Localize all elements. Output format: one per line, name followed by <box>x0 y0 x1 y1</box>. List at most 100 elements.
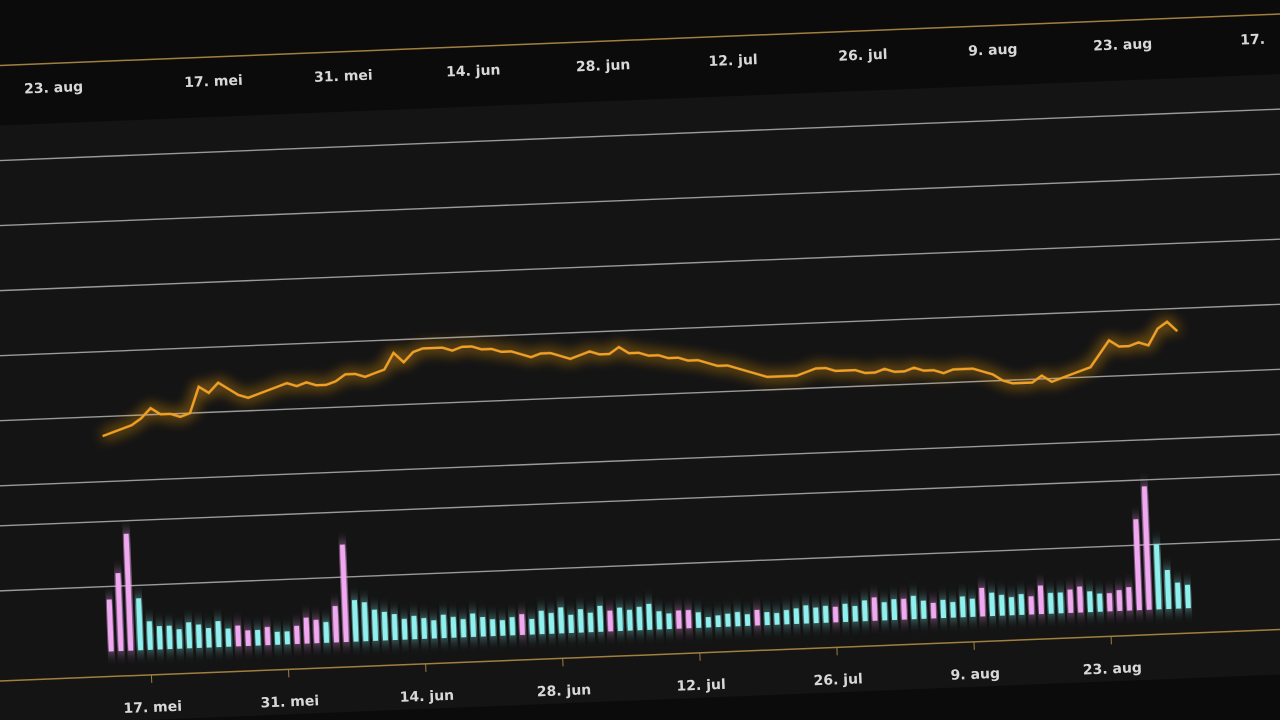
bar <box>813 607 819 624</box>
bar <box>842 603 849 623</box>
bar <box>1116 590 1123 612</box>
bar <box>339 544 349 643</box>
grid-line <box>0 363 1280 426</box>
bar <box>1164 569 1172 610</box>
bar <box>361 602 369 642</box>
bar <box>215 621 222 648</box>
bar <box>519 614 526 636</box>
bar <box>940 599 947 619</box>
bar <box>1057 592 1064 614</box>
bar <box>371 609 379 641</box>
grid-line <box>0 468 1280 531</box>
bar <box>754 609 761 626</box>
bar <box>744 614 751 626</box>
bar <box>1126 587 1133 611</box>
bar <box>1106 593 1113 612</box>
bar <box>1097 593 1103 612</box>
tilted-stage: 17. mei 31. mei 14. jun 28. jun 12. jul 26. j… <box>0 9 1280 720</box>
bar <box>1087 591 1093 613</box>
x-tick-label: 14. jun <box>399 688 454 706</box>
grid-line <box>0 428 1280 491</box>
panel-background <box>0 69 1280 720</box>
bar <box>235 625 242 647</box>
bar <box>440 614 447 639</box>
bar <box>381 611 388 641</box>
bar <box>401 618 408 640</box>
bar <box>1133 519 1142 611</box>
bar <box>450 616 457 638</box>
bar <box>891 599 898 621</box>
bar <box>431 620 437 639</box>
bar <box>881 602 888 621</box>
bar <box>1153 544 1162 610</box>
grid-line <box>0 168 1280 231</box>
bar <box>313 619 320 644</box>
bar <box>1018 593 1025 615</box>
bar <box>959 596 966 618</box>
bar <box>123 533 134 651</box>
bar <box>685 609 692 629</box>
line <box>102 320 1179 438</box>
bar <box>656 611 663 630</box>
x-tick-label: 12. jul <box>676 677 726 695</box>
bar <box>529 618 535 635</box>
bar <box>156 626 163 650</box>
bar <box>1008 596 1015 616</box>
bar <box>538 610 545 635</box>
bar <box>832 606 839 623</box>
x-tick-label: 31. mei <box>260 693 319 711</box>
top-tick-label: 23. aug <box>1093 36 1153 54</box>
bar <box>411 615 418 640</box>
bar <box>597 605 604 632</box>
bar <box>1175 582 1182 609</box>
x-tick-label: 26. jul <box>813 671 863 689</box>
bar <box>715 615 721 628</box>
bar <box>460 619 467 638</box>
bar <box>1028 596 1035 615</box>
bar <box>489 619 496 637</box>
bar <box>969 598 976 617</box>
bar <box>195 624 202 649</box>
bar <box>146 621 153 650</box>
bar <box>284 631 291 645</box>
x-axis-line <box>0 623 1280 686</box>
bar <box>106 599 114 652</box>
bar <box>764 612 770 626</box>
bar <box>548 612 555 634</box>
bar <box>950 601 956 618</box>
bar <box>646 603 653 630</box>
bar <box>303 617 310 644</box>
top-tick-label: 23. aug <box>24 79 84 97</box>
bar <box>871 597 878 621</box>
bar <box>332 605 339 643</box>
bar <box>274 631 281 645</box>
bar <box>1077 586 1084 613</box>
bar <box>920 600 927 619</box>
bar <box>480 616 486 637</box>
bar <box>176 629 183 649</box>
top-tick-label: 17. mei <box>184 73 243 91</box>
bar <box>636 606 643 631</box>
bar <box>470 613 477 638</box>
bar <box>675 610 682 629</box>
bar <box>205 627 212 648</box>
bar <box>115 573 124 652</box>
top-tick-label: 31. mei <box>314 68 373 86</box>
bar <box>186 622 193 649</box>
bar <box>323 621 330 643</box>
bar <box>725 613 731 627</box>
bar <box>930 602 937 619</box>
x-tick-label: 17. mei <box>123 699 182 717</box>
bar <box>734 611 741 627</box>
bar <box>783 609 790 625</box>
bar <box>264 626 271 646</box>
bar <box>225 628 232 647</box>
bar <box>1067 589 1074 614</box>
bar <box>989 592 996 617</box>
bar <box>1141 486 1152 610</box>
grid-line <box>0 233 1280 296</box>
bar <box>294 625 300 645</box>
bar <box>774 612 780 625</box>
